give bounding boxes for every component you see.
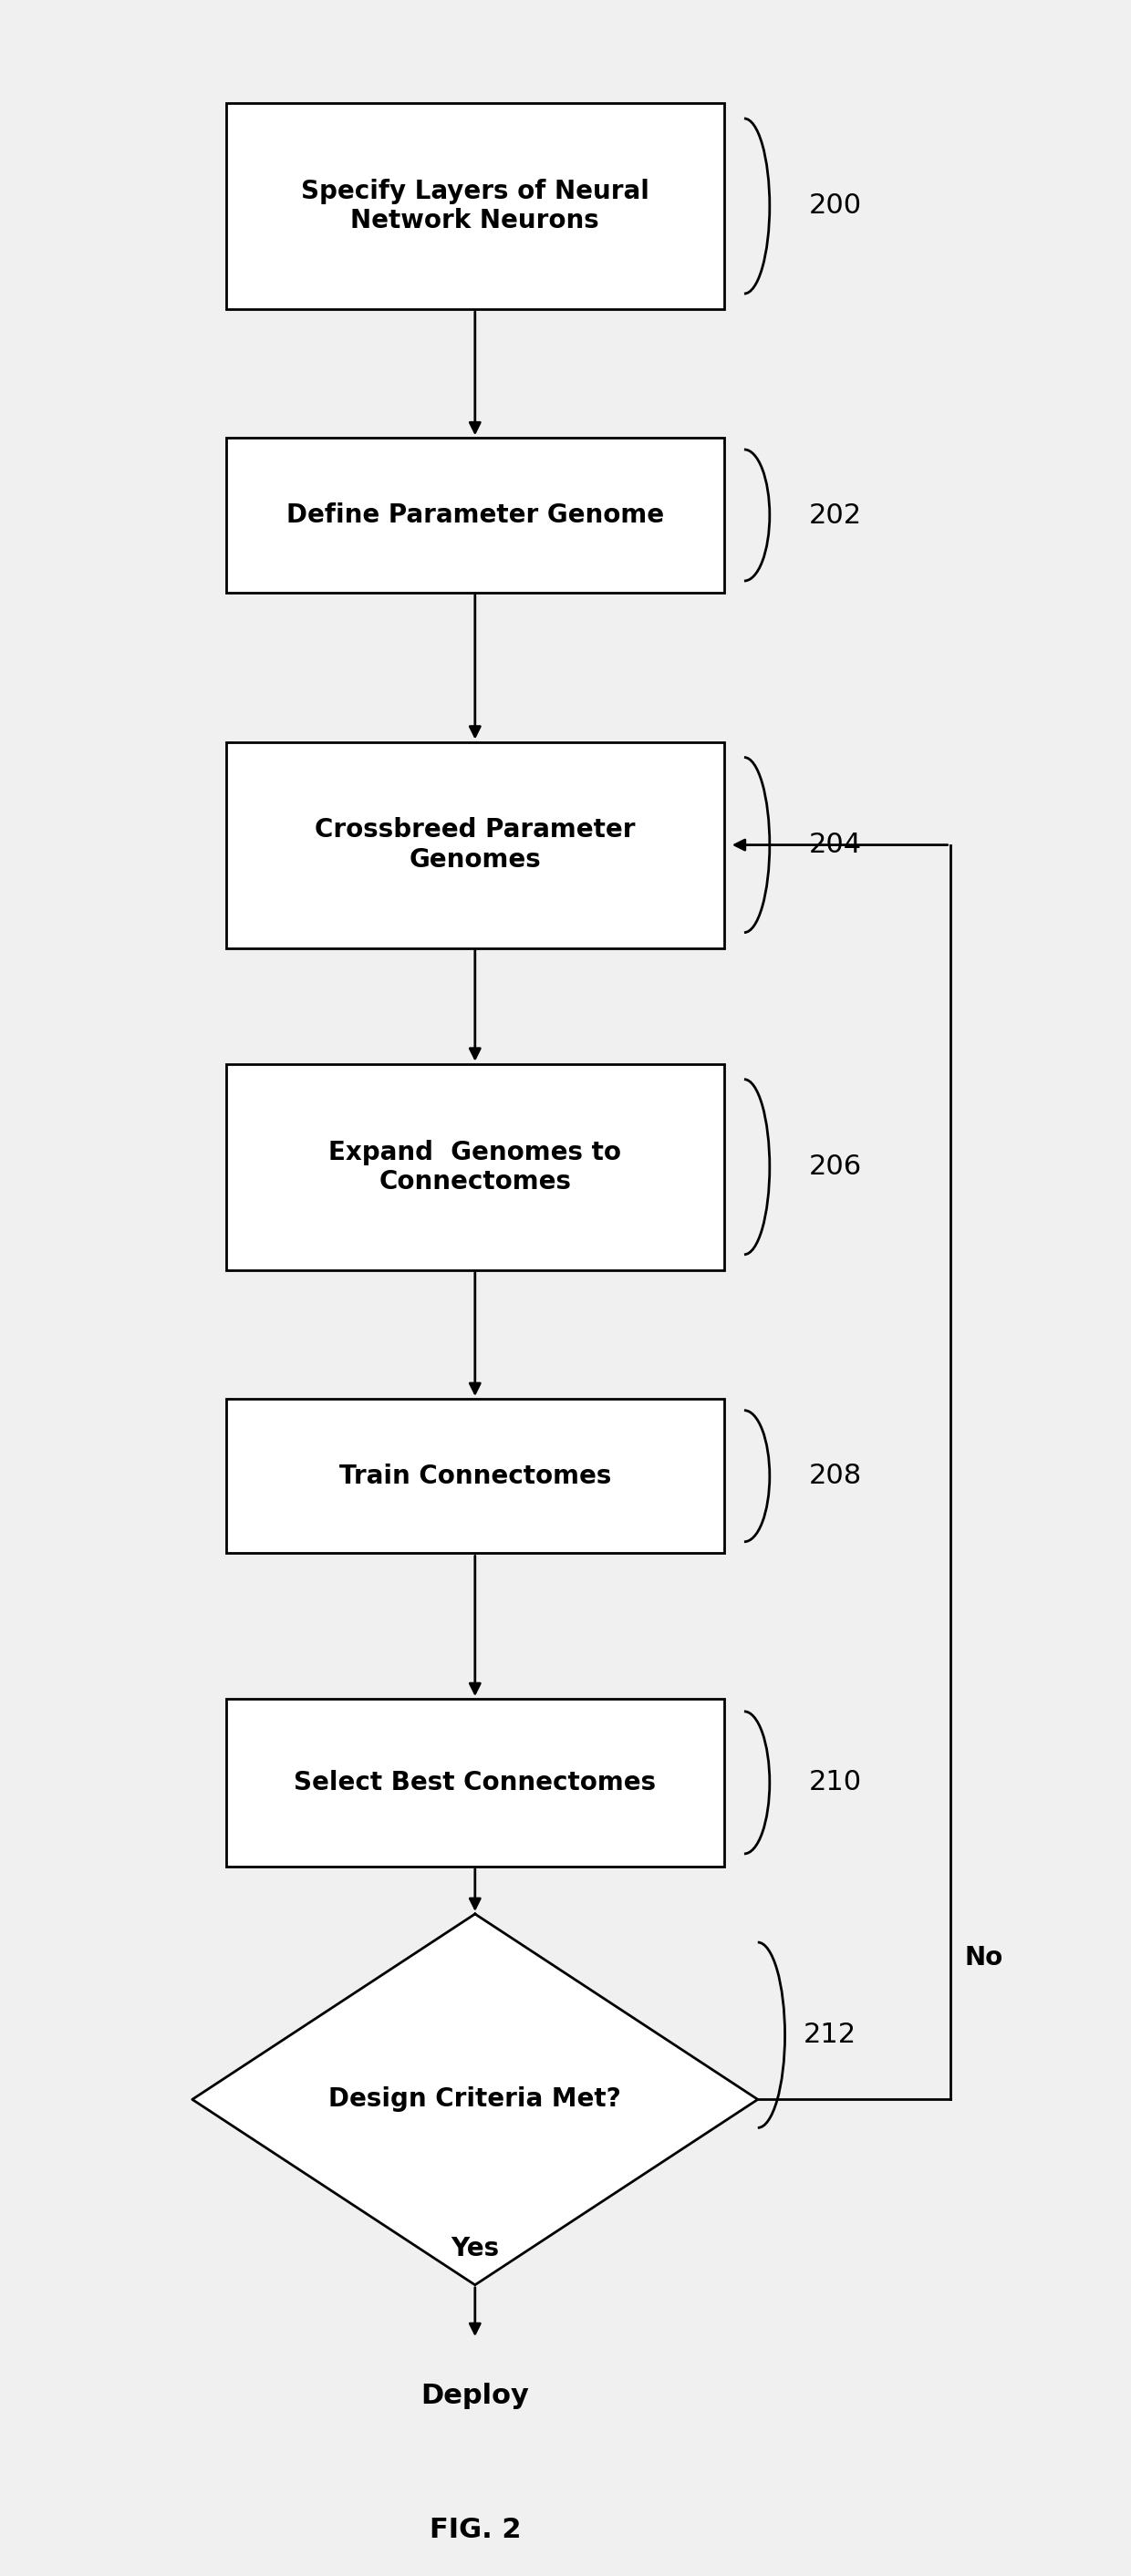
Text: 212: 212: [803, 2022, 856, 2048]
Text: Deploy: Deploy: [421, 2383, 529, 2409]
FancyBboxPatch shape: [226, 1399, 724, 1553]
FancyBboxPatch shape: [226, 438, 724, 592]
Text: No: No: [965, 1945, 1003, 1971]
Text: Design Criteria Met?: Design Criteria Met?: [329, 2087, 621, 2112]
Text: Expand  Genomes to
Connectomes: Expand Genomes to Connectomes: [329, 1139, 621, 1195]
Text: Select Best Connectomes: Select Best Connectomes: [294, 1770, 656, 1795]
Text: 208: 208: [809, 1463, 862, 1489]
Text: 206: 206: [809, 1154, 862, 1180]
Text: 204: 204: [809, 832, 862, 858]
Text: Yes: Yes: [451, 2236, 499, 2262]
FancyBboxPatch shape: [226, 742, 724, 948]
FancyBboxPatch shape: [226, 103, 724, 309]
Text: Train Connectomes: Train Connectomes: [339, 1463, 611, 1489]
Text: 210: 210: [809, 1770, 862, 1795]
Text: Specify Layers of Neural
Network Neurons: Specify Layers of Neural Network Neurons: [301, 178, 649, 234]
Text: Define Parameter Genome: Define Parameter Genome: [286, 502, 664, 528]
FancyBboxPatch shape: [226, 1064, 724, 1270]
FancyBboxPatch shape: [226, 1700, 724, 1865]
Text: 202: 202: [809, 502, 862, 528]
Text: Crossbreed Parameter
Genomes: Crossbreed Parameter Genomes: [314, 817, 636, 873]
Polygon shape: [192, 1914, 758, 2285]
Text: FIG. 2: FIG. 2: [429, 2517, 521, 2543]
Text: 200: 200: [809, 193, 862, 219]
